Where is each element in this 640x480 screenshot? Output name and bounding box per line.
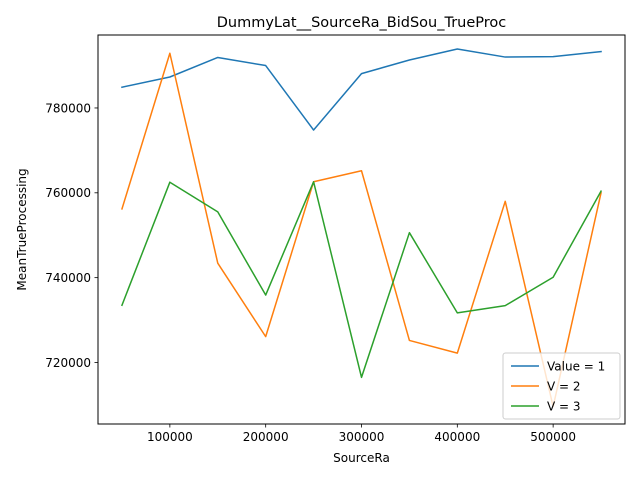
x-tick-label: 500000 [530,430,576,444]
y-axis: 720000 740000 760000 780000 [45,101,98,370]
chart-title: DummyLat__SourceRa_BidSou_TrueProc [217,15,507,31]
legend-label-2: V = 2 [547,379,581,393]
x-axis: 100000 200000 300000 400000 500000 [147,424,576,444]
x-tick-label: 400000 [434,430,480,444]
legend: Value = 1 V = 2 V = 3 [502,352,621,420]
y-tick-label: 780000 [45,101,91,115]
x-tick-label: 100000 [147,430,193,444]
legend-label-1: Value = 1 [547,359,605,373]
x-axis-label: SourceRa [333,451,390,465]
y-tick-label: 740000 [45,271,91,285]
y-axis-label: MeanTrueProcessing [15,168,29,290]
y-tick-label: 760000 [45,186,91,200]
x-tick-label: 200000 [243,430,289,444]
y-tick-label: 720000 [45,356,91,370]
series-line-2 [121,52,602,408]
series-line-1 [121,48,602,131]
series-line-3 [120,181,603,379]
legend-box [502,352,621,420]
x-tick-label: 300000 [339,430,385,444]
series-layer [120,48,603,408]
legend-label-3: V = 3 [547,399,581,413]
